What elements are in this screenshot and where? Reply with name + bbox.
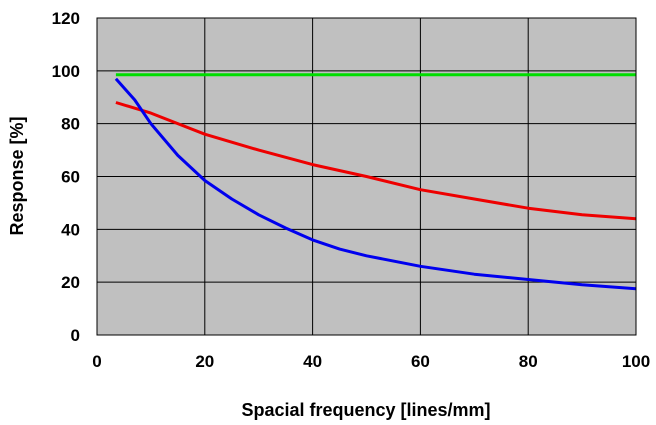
x-axis-tick-labels: 0 20 40 60 80 100 [92,352,650,371]
y-tick-label: 100 [52,62,80,81]
x-tick-label: 20 [195,352,214,371]
x-axis-title: Spacial frequency [lines/mm] [241,400,490,420]
y-tick-label: 80 [61,115,80,134]
y-tick-label: 120 [52,9,80,28]
y-tick-label: 20 [61,273,80,292]
grid-lines [97,18,636,335]
y-tick-label: 60 [61,168,80,187]
plot-border [96,17,637,336]
x-tick-label: 80 [519,352,538,371]
series-layer [114,73,637,291]
y-axis-title: Response [%] [7,116,27,235]
y-tick-label: 40 [61,220,80,239]
y-axis-tick-labels: 0 20 40 60 80 100 120 [52,9,80,345]
x-tick-label: 40 [303,352,322,371]
x-tick-label: 60 [411,352,430,371]
x-tick-label: 0 [92,352,101,371]
x-tick-label: 100 [622,352,650,371]
series-line-2 [115,101,637,221]
series-line-3 [114,77,637,291]
y-tick-label: 0 [71,326,80,345]
